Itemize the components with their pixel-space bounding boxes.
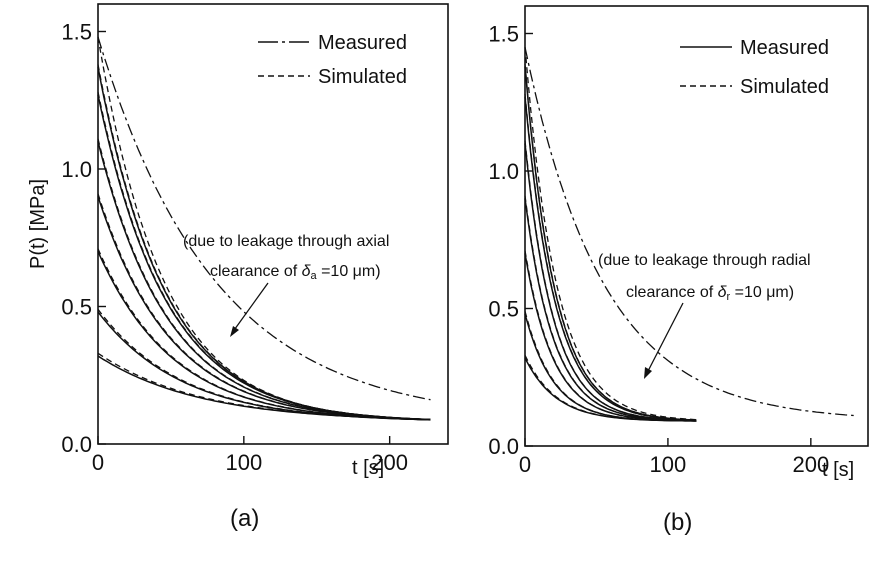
simulated-curve [97, 248, 431, 421]
annotation-radial: (due to leakage through radial clearance… [598, 252, 811, 379]
axis-ticks: 0.0 0.5 1.0 1.5 0 100 200 [61, 20, 408, 476]
y-tick-label: 1.5 [61, 20, 92, 45]
y-tick-label: 1.0 [61, 157, 92, 182]
measured-curve [524, 357, 697, 422]
legend: Measured Simulated [258, 32, 407, 88]
annotation-line-1: (due to leakage through axial [183, 233, 389, 250]
x-tick-label: 200 [371, 450, 408, 475]
simulated-curve [97, 36, 431, 421]
simulated-curve [524, 195, 697, 422]
measured-curve [524, 66, 697, 421]
panel-caption-b: (b) [663, 509, 692, 536]
annotation-arrow [231, 282, 269, 334]
legend-label-measured: Measured [318, 32, 407, 54]
x-tick-label: 0 [519, 452, 531, 477]
annotation-arrowhead [644, 367, 652, 379]
curves [97, 36, 431, 421]
curves [524, 47, 854, 422]
annotation-arrow [645, 302, 684, 376]
simulated-curve [97, 91, 431, 421]
y-tick-label: 0.0 [488, 434, 519, 459]
measured-curve [97, 141, 431, 421]
x-tick-label: 100 [225, 450, 262, 475]
y-axis-label: P(t) [MPa] [27, 179, 49, 269]
plot-frame [524, 5, 869, 447]
annotation-line-2: clearance of δr =10 μm) [626, 284, 794, 303]
y-tick-label: 0.0 [61, 432, 92, 457]
simulated-curve [524, 63, 697, 421]
chart-panel-a: P(t) [MPa] 0.0 0.5 1.0 1.5 0 100 200 Measured … [27, 3, 449, 532]
y-tick-label: 0.5 [61, 295, 92, 320]
x-axis-label: t [s] [352, 457, 384, 479]
simulated-curve [524, 355, 697, 422]
x-axis-label: t [s] [822, 459, 854, 481]
measured-curve [97, 355, 431, 421]
legend-label-measured: Measured [740, 37, 829, 59]
legend: Measured Simulated [680, 37, 829, 98]
y-tick-label: 0.5 [488, 297, 519, 322]
chart-panel-b: 0.0 0.5 1.0 1.5 0 100 200 Measured Simulated (… [488, 5, 869, 536]
plot-frame [97, 3, 449, 445]
simulated-curve [524, 93, 697, 421]
measured-curve [97, 94, 431, 421]
annotation-arrowhead [230, 326, 239, 337]
annotation-line-2: clearance of δa =10 μm) [210, 263, 381, 282]
annotation-axial: (due to leakage through axial clearance … [183, 233, 389, 337]
simulated-curve [97, 352, 431, 421]
simulated-curve [97, 36, 431, 401]
simulated-curve [524, 47, 854, 417]
simulated-curve [97, 193, 431, 421]
simulated-curve [524, 47, 697, 421]
y-tick-label: 1.0 [488, 159, 519, 184]
legend-label-simulated: Simulated [740, 76, 829, 98]
x-tick-label: 200 [792, 452, 829, 477]
axis-ticks: 0.0 0.5 1.0 1.5 0 100 200 [488, 22, 829, 478]
legend-label-simulated: Simulated [318, 66, 407, 88]
x-tick-label: 100 [650, 452, 687, 477]
measured-curve [97, 196, 431, 421]
annotation-line-1: (due to leakage through radial [598, 252, 811, 269]
simulated-curve [524, 250, 697, 422]
y-tick-label: 1.5 [488, 22, 519, 47]
x-tick-label: 0 [92, 450, 104, 475]
panel-caption-a: (a) [230, 505, 259, 532]
measured-curve [524, 253, 697, 422]
